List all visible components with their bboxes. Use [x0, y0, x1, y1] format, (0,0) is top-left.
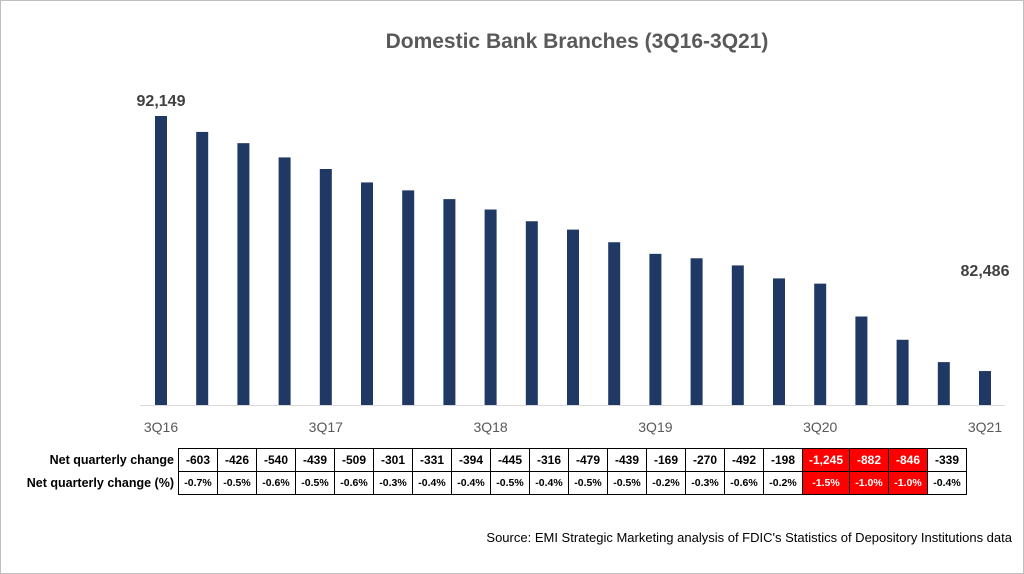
bar-chart: 3Q16 3Q17 3Q18 3Q19 3Q20 3Q21 92,149 82,486	[137, 93, 1010, 435]
data-label-last: 82,486	[961, 263, 1010, 280]
table-cell: -0.4%	[927, 471, 967, 495]
bar-4Q18	[525, 221, 538, 405]
x-tick-label: 3Q21	[968, 419, 1002, 435]
table-cell: -0.4%	[451, 471, 491, 495]
bar-3Q20	[814, 283, 827, 405]
table-cell: -270	[685, 448, 725, 472]
x-tick-label: 3Q17	[309, 419, 343, 435]
table-cell: -1.5%	[802, 471, 850, 495]
bar-2Q17	[278, 157, 291, 405]
table-cell: -339	[927, 448, 967, 472]
table-cell: -0.2%	[763, 471, 803, 495]
bar-4Q16	[196, 131, 209, 405]
table-cell: -1.0%	[888, 471, 928, 495]
table-cell: -0.5%	[217, 471, 257, 495]
table-cell: -0.4%	[529, 471, 569, 495]
table-cell: -169	[646, 448, 686, 472]
table-cell: -540	[256, 448, 296, 472]
bar-1Q18	[402, 190, 415, 405]
bar-1Q19	[567, 229, 579, 405]
x-tick-label: 3Q16	[144, 419, 178, 435]
table-cell: -0.2%	[646, 471, 686, 495]
table-cell: -198	[763, 448, 803, 472]
net-change-row: Net quarterly change -603 -426 -540 -439 -509…	[10, 448, 967, 472]
source-note: Source: EMI Strategic Marketing analysis…	[486, 530, 1012, 545]
table-cell: -0.5%	[568, 471, 608, 495]
table-cell: -1,245	[802, 448, 850, 472]
table-cell: -0.6%	[724, 471, 764, 495]
row-label: Net quarterly change	[49, 453, 174, 467]
table-cell: -0.3%	[685, 471, 725, 495]
table-cell: -0.4%	[412, 471, 452, 495]
x-tick-label: 3Q20	[803, 419, 837, 435]
bar-2Q19	[608, 242, 621, 405]
bar-4Q20	[855, 316, 868, 405]
bar-1Q17	[237, 143, 250, 405]
table-cell: -0.5%	[490, 471, 530, 495]
net-change-table: Net quarterly change -603 -426 -540 -439 -509…	[10, 448, 967, 495]
table-cell: -882	[849, 448, 889, 472]
table-cell: -445	[490, 448, 530, 472]
table-cell: -0.5%	[295, 471, 335, 495]
table-cell: -0.3%	[373, 471, 413, 495]
table-cell: -492	[724, 448, 764, 472]
bar-1Q20	[731, 265, 744, 405]
bar-3Q21	[979, 371, 991, 405]
row-label: Net quarterly change (%)	[26, 476, 174, 490]
table-cell: -426	[217, 448, 257, 472]
table-cell: -479	[568, 448, 608, 472]
table-cell: -331	[412, 448, 452, 472]
bar-3Q18	[484, 209, 497, 405]
table-cell: -1.0%	[849, 471, 889, 495]
bar-2Q18	[443, 199, 456, 405]
x-tick-label: 3Q18	[473, 419, 507, 435]
bar-1Q21	[896, 339, 909, 405]
table-cell: -846	[888, 448, 928, 472]
table-cell: -0.6%	[256, 471, 296, 495]
data-label-first: 92,149	[137, 93, 186, 110]
bar-4Q19	[690, 258, 703, 405]
bar-2Q20	[773, 278, 785, 405]
bar-3Q19	[649, 253, 662, 405]
table-cell: -394	[451, 448, 491, 472]
table-cell: -0.7%	[178, 471, 218, 495]
bar-3Q17	[319, 169, 332, 405]
table-cell: -439	[607, 448, 647, 472]
net-change-pct-row: Net quarterly change (%) -0.7% -0.5% -0.6% -…	[10, 471, 967, 495]
table-cell: -0.6%	[334, 471, 374, 495]
table-cell: -603	[178, 448, 218, 472]
chart-title: Domestic Bank Branches (3Q16-3Q21)	[385, 30, 769, 53]
table-cell: -509	[334, 448, 374, 472]
table-cell: -0.5%	[607, 471, 647, 495]
table-cell: -316	[529, 448, 569, 472]
table-cell: -301	[373, 448, 413, 472]
bar-3Q16	[155, 116, 167, 405]
x-tick-label: 3Q19	[638, 419, 672, 435]
bar-2Q21	[937, 362, 950, 405]
bar-series	[155, 116, 991, 405]
x-tick-labels: 3Q16 3Q17 3Q18 3Q19 3Q20 3Q21	[144, 419, 1002, 435]
bar-4Q17	[361, 182, 373, 405]
table-cell: -439	[295, 448, 335, 472]
